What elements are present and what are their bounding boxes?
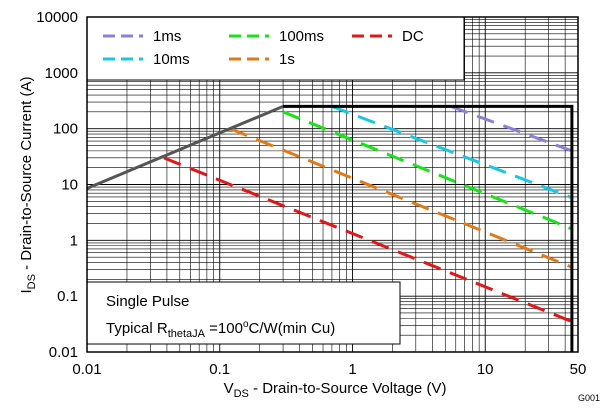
y-tick-label: 10: [61, 177, 78, 194]
figure-id: G001: [578, 393, 600, 403]
x-tick-label: 0.01: [72, 361, 101, 378]
y-tick-label: 1: [70, 232, 78, 249]
y-axis-title: IDS - Drain-to-Source Current (A): [18, 76, 38, 293]
legend-label-100ms: 100ms: [279, 28, 324, 45]
series-line-1ms: [450, 104, 573, 153]
y-tick-label: 100: [53, 121, 78, 138]
series-line-100ms: [282, 110, 573, 231]
x-axis-title: VDS - Drain-to-Source Voltage (V): [224, 380, 447, 400]
legend-label-10ms: 10ms: [153, 51, 190, 68]
x-tick-label: 10: [477, 361, 494, 378]
series-line-DC: [163, 156, 573, 323]
limit-line-rds-on: [86, 105, 284, 190]
plot-lines: [86, 104, 574, 352]
series-line-10ms: [331, 104, 573, 200]
annotation: Single Pulse Typical RthetaJA =100oC/W(m…: [86, 281, 401, 345]
y-tick-label: 1000: [45, 65, 78, 82]
legend-label-1s: 1s: [279, 51, 295, 68]
legend: 1ms 100ms DC 10ms 1s: [86, 16, 465, 81]
legend-label-DC: DC: [402, 28, 424, 45]
series-line-1s: [229, 127, 573, 269]
x-tick-label: 50: [570, 361, 587, 378]
legend-box: [86, 16, 465, 81]
annotation-line-1: Single Pulse: [106, 293, 189, 310]
y-tick-label: 0.01: [49, 344, 78, 361]
plot-frame: [86, 16, 579, 353]
x-tick-label: 1: [348, 361, 356, 378]
limit-line-boundary: [283, 104, 574, 352]
legend-label-1ms: 1ms: [153, 28, 181, 45]
tick-labels: 0.01 0.1 1 10 50 0.01 0.1 1 10 100 1000 10000: [36, 9, 586, 378]
x-tick-label: 0.1: [209, 361, 230, 378]
y-tick-label: 0.1: [57, 288, 78, 305]
annotation-line-2: Typical RthetaJA =100oC/W(min Cu): [106, 319, 335, 340]
y-tick-label: 10000: [36, 9, 78, 26]
